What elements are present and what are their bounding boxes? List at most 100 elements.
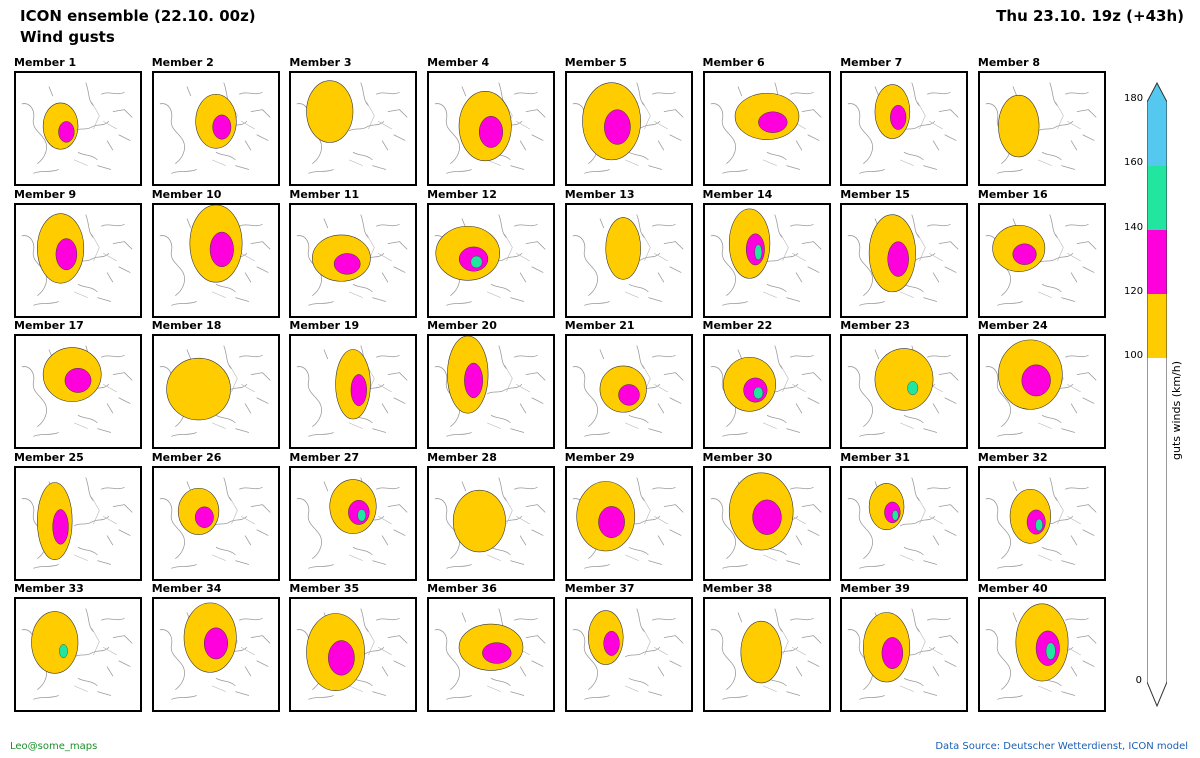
member-map xyxy=(564,597,693,712)
member-panel: Member 35 xyxy=(289,582,419,712)
member-label: Member 4 xyxy=(427,56,490,69)
gust-area-140 xyxy=(752,386,763,400)
member-map xyxy=(289,465,418,581)
member-label: Member 39 xyxy=(840,582,910,595)
border-lines xyxy=(349,627,393,692)
member-label: Member 3 xyxy=(289,56,352,69)
gust-area-120 xyxy=(209,231,234,267)
member-panel: Member 11 xyxy=(289,188,419,318)
border-lines xyxy=(624,233,668,298)
member-map xyxy=(977,465,1106,581)
member-label: Member 35 xyxy=(289,582,360,595)
member-panel: Member 5 xyxy=(564,56,695,186)
member-panel: Member 27 xyxy=(289,451,419,581)
coastline xyxy=(21,82,133,174)
member-label: Member 5 xyxy=(564,56,627,69)
member-panel: Member 21 xyxy=(564,319,695,449)
border-lines xyxy=(349,101,393,166)
gust-area-100 xyxy=(165,357,231,421)
member-map xyxy=(977,202,1106,318)
member-panel: Member 22 xyxy=(702,319,833,449)
member-panel: Member 30 xyxy=(702,451,833,581)
member-panel: Member 39 xyxy=(840,582,970,712)
member-label: Member 11 xyxy=(289,187,360,201)
gust-area-120 xyxy=(1021,364,1051,397)
member-map xyxy=(151,71,280,186)
border-lines xyxy=(900,101,944,166)
data-source-text: Data Source: Deutscher Wetterdienst, ICO… xyxy=(935,741,1188,752)
member-label: Member 21 xyxy=(564,319,635,332)
gust-area-120 xyxy=(482,642,512,664)
coastline xyxy=(159,477,271,569)
member-panel: Member 8 xyxy=(977,56,1108,186)
border-lines xyxy=(762,364,806,429)
border-lines xyxy=(74,101,117,166)
member-panel: Member 7 xyxy=(840,56,970,186)
member-map xyxy=(977,71,1106,186)
member-panel: Member 3 xyxy=(289,56,419,186)
member-map xyxy=(427,71,556,186)
member-label: Member 14 xyxy=(702,187,773,201)
coastline xyxy=(847,82,959,174)
gust-area-100 xyxy=(306,80,354,143)
member-map xyxy=(564,465,693,581)
gust-area-140 xyxy=(1035,518,1043,531)
member-map xyxy=(151,597,280,712)
member-map xyxy=(14,202,142,318)
gust-area-120 xyxy=(887,240,910,277)
member-map xyxy=(289,71,418,186)
coastline xyxy=(847,477,959,569)
member-panel: Member 20 xyxy=(427,319,557,449)
member-map xyxy=(564,334,693,449)
coastline xyxy=(572,214,684,306)
gust-area-100 xyxy=(998,94,1040,158)
gust-area-120 xyxy=(890,104,907,130)
colorbar xyxy=(1147,82,1167,707)
member-map xyxy=(702,334,831,449)
member-label: Member 23 xyxy=(840,319,910,332)
member-panel: Member 12 xyxy=(427,188,557,318)
member-map xyxy=(289,334,418,449)
member-map xyxy=(977,334,1106,449)
member-panel: Member 29 xyxy=(564,451,695,581)
member-panel: Member 36 xyxy=(427,582,557,712)
member-map xyxy=(427,202,556,318)
gust-area-100 xyxy=(874,348,934,411)
member-label: Member 17 xyxy=(14,319,84,332)
member-panel: Member 24 xyxy=(977,319,1108,449)
border-lines xyxy=(900,496,944,561)
member-map xyxy=(564,71,693,186)
member-map xyxy=(289,597,418,712)
member-label: Member 32 xyxy=(977,450,1048,464)
gust-area-140 xyxy=(1045,642,1056,660)
gust-area-120 xyxy=(203,627,228,660)
border-lines xyxy=(487,496,530,561)
gust-area-120 xyxy=(603,630,620,656)
gust-area-120 xyxy=(212,114,231,140)
colorbar-tick-100: 100 xyxy=(1124,350,1144,361)
member-label: Member 25 xyxy=(14,450,84,464)
gust-area-120 xyxy=(194,506,214,528)
member-label: Member 38 xyxy=(702,582,773,595)
border-lines xyxy=(1037,101,1081,166)
gust-area-140 xyxy=(907,381,919,396)
member-label: Member 19 xyxy=(289,319,360,332)
gust-area-100 xyxy=(453,489,506,552)
member-map xyxy=(840,71,969,186)
member-label: Member 15 xyxy=(840,187,910,201)
member-panel: Member 19 xyxy=(289,319,419,449)
border-lines xyxy=(624,101,668,166)
member-map xyxy=(840,334,969,449)
member-label: Member 18 xyxy=(151,319,222,332)
colorbar-top-arrow xyxy=(1147,82,1167,102)
gust-area-140 xyxy=(753,243,762,260)
member-label: Member 31 xyxy=(840,450,910,464)
gust-area-120 xyxy=(334,252,361,275)
colorbar-tick-160: 160 xyxy=(1124,157,1144,168)
member-label: Member 22 xyxy=(702,319,773,332)
member-panel: Member 25 xyxy=(14,451,144,581)
border-lines xyxy=(900,233,944,298)
member-label: Member 24 xyxy=(977,319,1048,332)
member-label: Member 20 xyxy=(427,319,497,332)
colorbar-band-140-160 xyxy=(1147,166,1167,230)
